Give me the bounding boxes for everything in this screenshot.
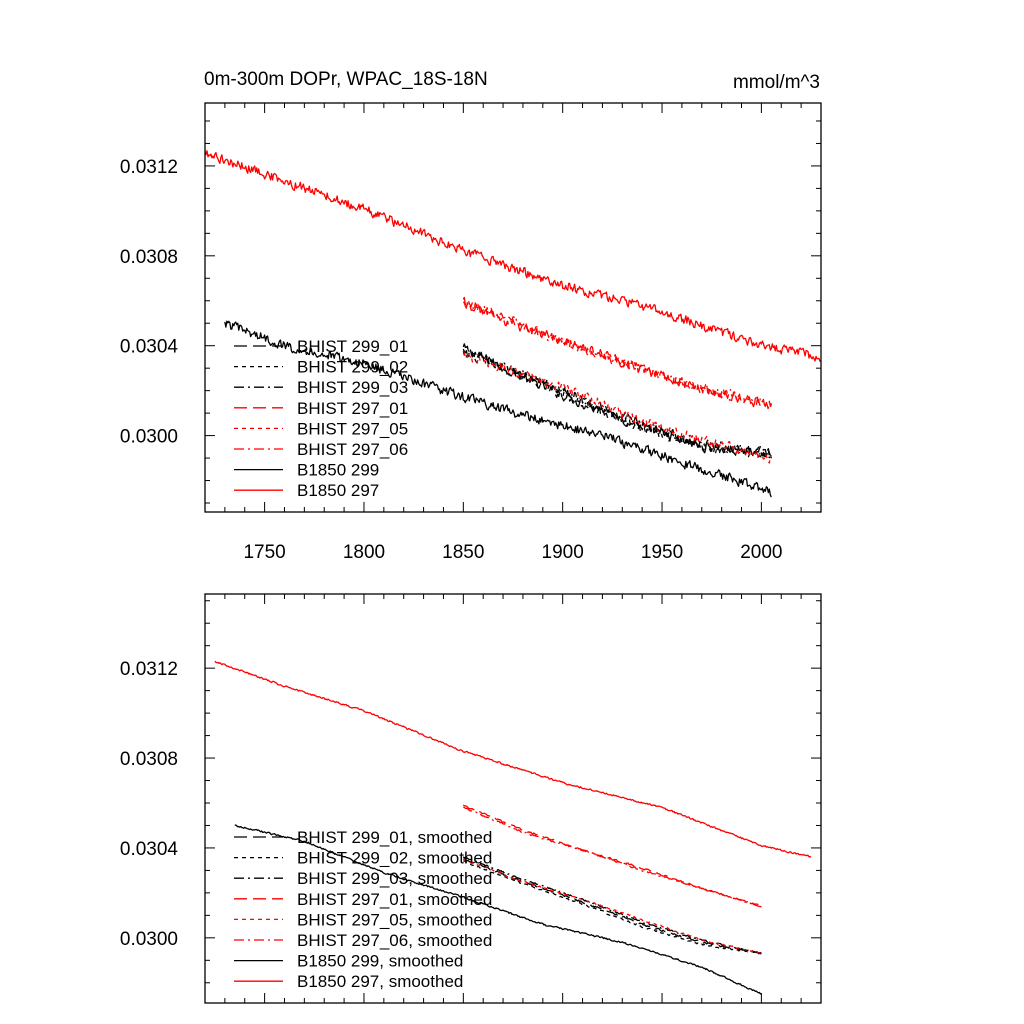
legend-label: BHIST 297_06, smoothed (297, 931, 492, 950)
y-tick-label: 0.0308 (120, 247, 178, 268)
y-tick-label: 0.0312 (120, 659, 178, 680)
series-line-bhist-299-02 (462, 351, 772, 459)
x-tick-label: 1950 (641, 542, 683, 563)
top-panel-title: 0m-300m DOPr, WPAC_18S-18N (204, 69, 488, 90)
legend-label: B1850 297 (297, 481, 379, 500)
legend-label: BHIST 297_05, smoothed (297, 910, 492, 929)
legend-label: BHIST 299_03 (297, 378, 408, 397)
legend-label: BHIST 299_02 (297, 358, 408, 377)
series-line-b1850-297 (205, 150, 821, 363)
legend-label: B1850 299 (297, 461, 379, 480)
legend-label: BHIST 299_03, smoothed (297, 869, 492, 888)
legend-label: BHIST 299_02, smoothed (297, 849, 492, 868)
series-line-b1850-299-smoothed (234, 824, 762, 995)
series-line-bhist-299-01-smoothed (463, 858, 762, 954)
bottom-panel-series (214, 660, 812, 995)
legend-label: BHIST 297_01 (297, 399, 408, 418)
y-tick-label: 0.0300 (120, 929, 178, 950)
legend-label: BHIST 299_01, smoothed (297, 828, 492, 847)
x-tick-label: 2000 (740, 542, 782, 563)
top-panel-units: mmol/m^3 (733, 72, 820, 93)
bottom-panel: 0.0300 0.0304 0.0308 0.0312 BHIST 299_01, s… (120, 593, 822, 1004)
series-line-b1850-299 (224, 320, 772, 498)
legend-label: BHIST 297_06 (297, 440, 408, 459)
top-panel-ticks: 1750 1800 1850 1900 1950 2000 0.0300 0.0304 0.03… (120, 103, 822, 563)
bottom-panel-legend: BHIST 299_01, smoothed BHIST 299_02, smoo… (234, 828, 492, 991)
y-tick-label: 0.0304 (120, 337, 179, 358)
y-tick-label: 0.0312 (120, 157, 178, 178)
x-tick-label: 1900 (542, 542, 584, 563)
legend-label: BHIST 297_01, smoothed (297, 890, 492, 909)
y-tick-label: 0.0308 (120, 749, 178, 770)
legend-label: B1850 299, smoothed (297, 952, 463, 971)
series-line-bhist-299-03-smoothed (462, 856, 762, 955)
x-tick-label: 1800 (343, 542, 385, 563)
series-line-bhist-299-01 (462, 343, 772, 458)
series-line-bhist-297-06-smoothed (463, 806, 762, 908)
y-tick-label: 0.0304 (120, 839, 179, 860)
bottom-panel-frame (204, 593, 822, 1004)
series-line-bhist-297-01 (462, 301, 772, 412)
series-line-bhist-297-06 (462, 296, 772, 409)
series-line-bhist-297-05 (463, 352, 772, 464)
x-tick-label: 1750 (243, 542, 285, 563)
series-line-b1850-297-smoothed (214, 660, 812, 858)
series-line-bhist-299-03 (462, 348, 772, 460)
legend-label: BHIST 299_01 (297, 337, 408, 356)
series-line-bhist-297-01-smoothed (462, 804, 762, 908)
series-line-bhist-299-02-smoothed (463, 860, 762, 955)
legend-label: BHIST 297_05 (297, 419, 408, 438)
legend-label: B1850 297, smoothed (297, 972, 463, 991)
top-panel-series (205, 150, 821, 498)
top-panel: 0m-300m DOPr, WPAC_18S-18N mmol/m^3 1750… (120, 69, 822, 563)
series-line-bhist-297-05-smoothed (462, 858, 762, 954)
x-tick-label: 1850 (442, 542, 484, 563)
y-tick-label: 0.0300 (120, 427, 178, 448)
top-panel-frame (204, 102, 822, 513)
